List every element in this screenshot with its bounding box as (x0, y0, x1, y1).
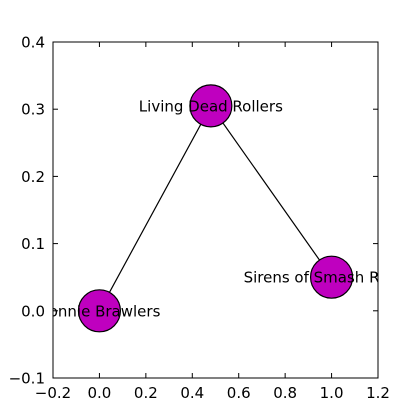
node-label-1: Sirens of Smash Rollers (244, 269, 420, 287)
node-labels-layer: Living Dead Rollers Sirens of Smash Rolle… (38, 97, 420, 320)
x-axis: −0.2 0.0 0.2 0.4 0.6 0.8 1.0 1.2 (35, 42, 390, 402)
node-2 (77, 289, 122, 333)
edge-1 (98, 105, 212, 312)
y-tick-label-2: 0.1 (21, 235, 45, 253)
plot-frame (52, 41, 379, 379)
x-tick-label-2: 0.2 (134, 384, 158, 402)
node-0 (189, 84, 233, 128)
x-tick-label-4: 0.6 (227, 384, 251, 402)
y-tick-label-0: −0.1 (9, 370, 45, 388)
x-tick-label-7: 1.2 (366, 384, 390, 402)
x-tick-label-5: 0.8 (273, 384, 297, 402)
node-1 (309, 255, 354, 299)
node-label-0: Living Dead Rollers (139, 97, 283, 115)
edges-layer (98, 105, 333, 312)
nodes-layer (77, 84, 354, 333)
x-tick-label-6: 1.0 (320, 384, 344, 402)
y-axis: −0.1 0.0 0.1 0.2 0.3 0.4 (9, 34, 378, 388)
x-tick-label-3: 0.4 (180, 384, 204, 402)
edge-0 (210, 105, 333, 278)
y-tick-label-1: 0.0 (21, 302, 45, 320)
y-tick-label-3: 0.2 (21, 168, 45, 186)
node-label-2: Bonnie Brawlers (38, 302, 160, 320)
y-tick-label-4: 0.3 (21, 101, 45, 119)
y-tick-label-5: 0.4 (21, 34, 45, 52)
x-tick-label-0: −0.2 (35, 384, 71, 402)
x-tick-label-1: 0.0 (87, 384, 111, 402)
